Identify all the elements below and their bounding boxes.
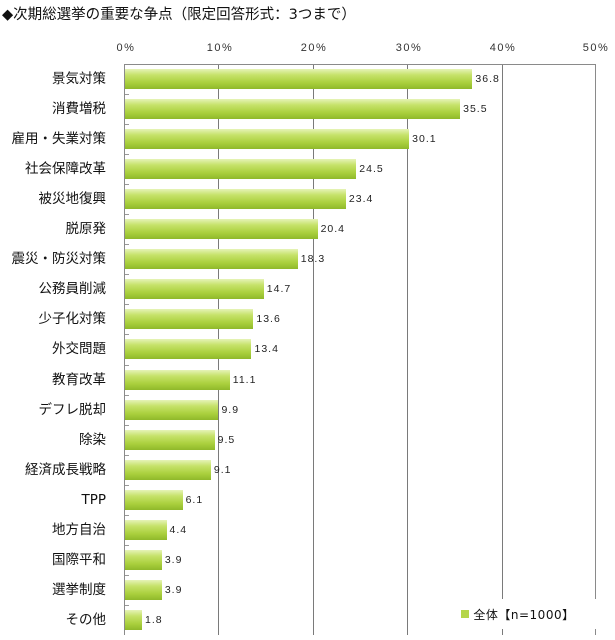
bar-row [125, 424, 595, 456]
bar-row [125, 154, 595, 185]
bar [125, 69, 473, 89]
bar [125, 399, 219, 420]
gridline-30 [407, 65, 408, 635]
category-label: TPP [81, 491, 106, 508]
chart-title: ◆次期総選挙の重要な争点（限定回答形式：3つまで） [2, 7, 356, 23]
y-tick [125, 364, 129, 366]
x-tick-label: 40% [489, 42, 517, 54]
x-tick-label: 50% [582, 42, 610, 54]
bar-row [125, 65, 595, 95]
bar-row [125, 394, 595, 426]
bar-row [125, 94, 595, 125]
bar-row [125, 304, 595, 335]
legend: 全体【n=1000】 [440, 599, 596, 629]
bar [125, 279, 264, 300]
bar [125, 339, 252, 360]
category-label: 経済成長戦略 [25, 461, 106, 478]
x-tick-label: 0% [116, 42, 136, 54]
category-label: デフレ脱却 [38, 401, 107, 418]
category-label: 震災・防災対策 [11, 251, 107, 268]
category-label: 消費増税 [52, 101, 106, 118]
bar [125, 159, 357, 180]
bar [125, 429, 215, 450]
y-tick [125, 544, 129, 546]
bar [125, 459, 211, 480]
bar-row [125, 484, 595, 516]
legend-label: 全体【n=1000】 [473, 607, 575, 622]
y-tick [125, 184, 129, 186]
bar-row [125, 274, 595, 305]
y-tick [125, 574, 129, 576]
bar [125, 249, 298, 270]
bar [125, 369, 230, 390]
bar [125, 99, 461, 120]
category-label: 少子化対策 [38, 311, 107, 328]
y-tick [125, 484, 129, 486]
bar-row [125, 214, 595, 245]
bar-row [125, 124, 595, 155]
category-label: 公務員削減 [38, 281, 107, 298]
bar [125, 129, 410, 150]
category-label: 脱原発 [65, 221, 107, 238]
y-tick [125, 514, 129, 516]
bar-row [125, 544, 595, 576]
category-label: 雇用・失業対策 [11, 131, 107, 148]
category-label: 社会保障改革 [25, 161, 106, 178]
category-label: 選挙制度 [52, 581, 106, 598]
y-tick [125, 274, 129, 276]
plot-area [124, 64, 596, 635]
legend-swatch-icon [461, 610, 470, 618]
y-tick [125, 154, 129, 156]
bar-row [125, 184, 595, 215]
category-label: 被災地復興 [38, 191, 107, 208]
category-label: 外交問題 [52, 341, 106, 358]
bar-row [125, 454, 595, 486]
x-tick-label: 20% [300, 42, 328, 54]
y-tick [125, 304, 129, 306]
bar-row [125, 604, 595, 636]
bar-row [125, 514, 595, 546]
y-tick [125, 124, 129, 126]
bar [125, 579, 162, 600]
y-tick [125, 214, 129, 216]
bar-row [125, 244, 595, 275]
y-tick [125, 604, 129, 606]
bar [125, 549, 162, 570]
gridline-40 [502, 65, 503, 635]
bar-row [125, 334, 595, 365]
y-tick [125, 394, 129, 396]
category-label: 除染 [79, 431, 106, 448]
y-tick [125, 454, 129, 456]
gridline-20 [313, 65, 314, 635]
y-tick [125, 424, 129, 426]
bar [125, 519, 167, 540]
category-label: その他 [65, 611, 107, 628]
y-tick [125, 334, 129, 336]
bar [125, 609, 142, 630]
x-tick-label: 10% [206, 42, 234, 54]
bar-row [125, 364, 595, 396]
x-tick-label: 30% [395, 42, 423, 54]
y-tick [125, 244, 129, 246]
category-label: 国際平和 [52, 551, 106, 568]
category-label: 地方自治 [52, 521, 106, 538]
y-tick [125, 94, 129, 96]
bar [125, 489, 183, 510]
bar-row [125, 574, 595, 606]
category-label: 景気対策 [52, 71, 106, 87]
bar [125, 309, 254, 330]
bar [125, 219, 318, 240]
bar [125, 189, 346, 210]
category-label: 教育改革 [52, 371, 106, 388]
